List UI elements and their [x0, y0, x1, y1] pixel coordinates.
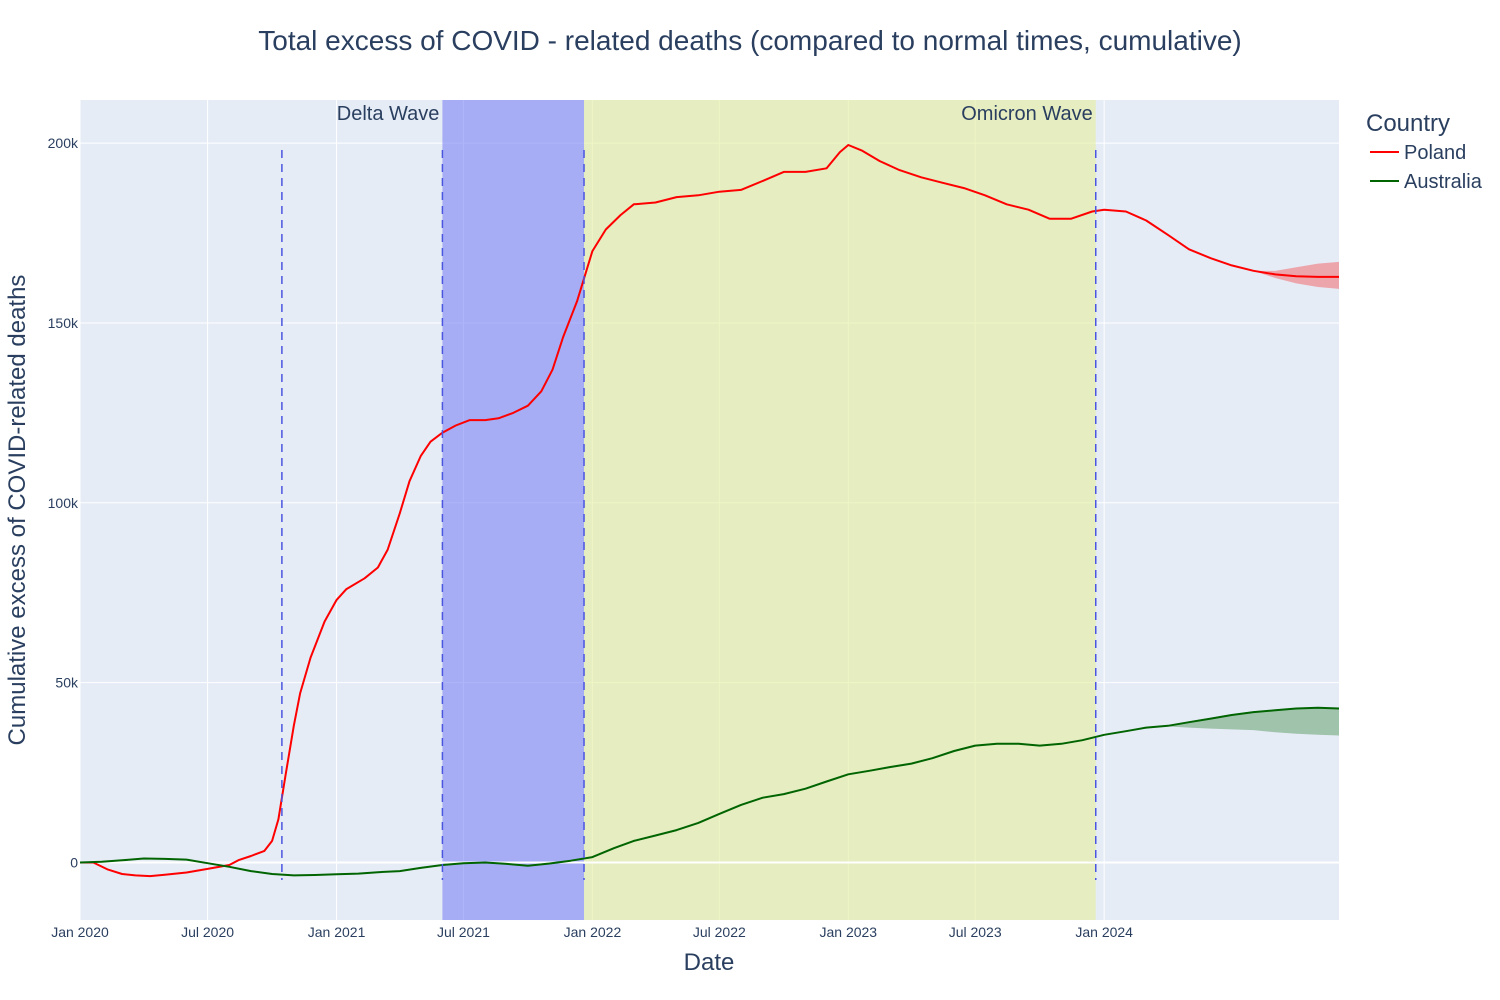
series-lines	[79, 144, 1340, 878]
y-tick-label: 100k	[48, 495, 79, 511]
legend-title: Country	[1366, 110, 1450, 137]
legend-item[interactable]: Australia	[1370, 171, 1483, 193]
y-tick-label: 150k	[48, 315, 79, 331]
x-tick-label: Jul 2021	[437, 924, 490, 940]
wave-band	[584, 100, 1096, 920]
x-axis-ticks: Jan 2020 Jul 2020 Jan 2021 Jul 2021 Jan 2022…	[51, 924, 1133, 940]
y-tick-label: 50k	[55, 675, 79, 691]
x-axis-title: Date	[684, 949, 735, 976]
y-tick-label: 0	[70, 854, 78, 870]
y-axis-title: Cumulative excess of COVID-related death…	[4, 275, 31, 746]
chart-title: Total excess of COVID - related deaths (…	[258, 25, 1242, 56]
legend[interactable]: Country Poland Australia	[1366, 110, 1483, 193]
x-tick-label: Jan 2024	[1075, 924, 1133, 940]
x-tick-label: Jan 2023	[819, 924, 877, 940]
wave-band-label: Delta Wave	[337, 103, 440, 125]
x-tick-label: Jan 2020	[51, 924, 109, 940]
x-tick-label: Jul 2022	[693, 924, 746, 940]
legend-label: Australia	[1404, 171, 1483, 193]
y-tick-label: 200k	[48, 135, 79, 151]
wave-bands: Delta Wave Omicron Wave	[337, 100, 1096, 920]
x-tick-label: Jul 2020	[181, 924, 234, 940]
x-tick-label: Jul 2023	[949, 924, 1002, 940]
legend-items[interactable]: Poland Australia	[1370, 142, 1483, 193]
x-tick-label: Jan 2022	[564, 924, 622, 940]
event-markers	[281, 150, 1097, 880]
x-tick-label: Jan 2021	[308, 924, 366, 940]
legend-label: Poland	[1404, 142, 1466, 164]
legend-item[interactable]: Poland	[1370, 142, 1466, 164]
wave-band	[442, 100, 585, 920]
uncertainty-band	[1146, 707, 1339, 736]
y-axis-ticks: 0 50k 100k 150k 200k	[48, 135, 79, 870]
wave-band-label: Omicron Wave	[961, 103, 1093, 125]
series-line	[80, 144, 1339, 878]
series-line	[79, 706, 1340, 877]
